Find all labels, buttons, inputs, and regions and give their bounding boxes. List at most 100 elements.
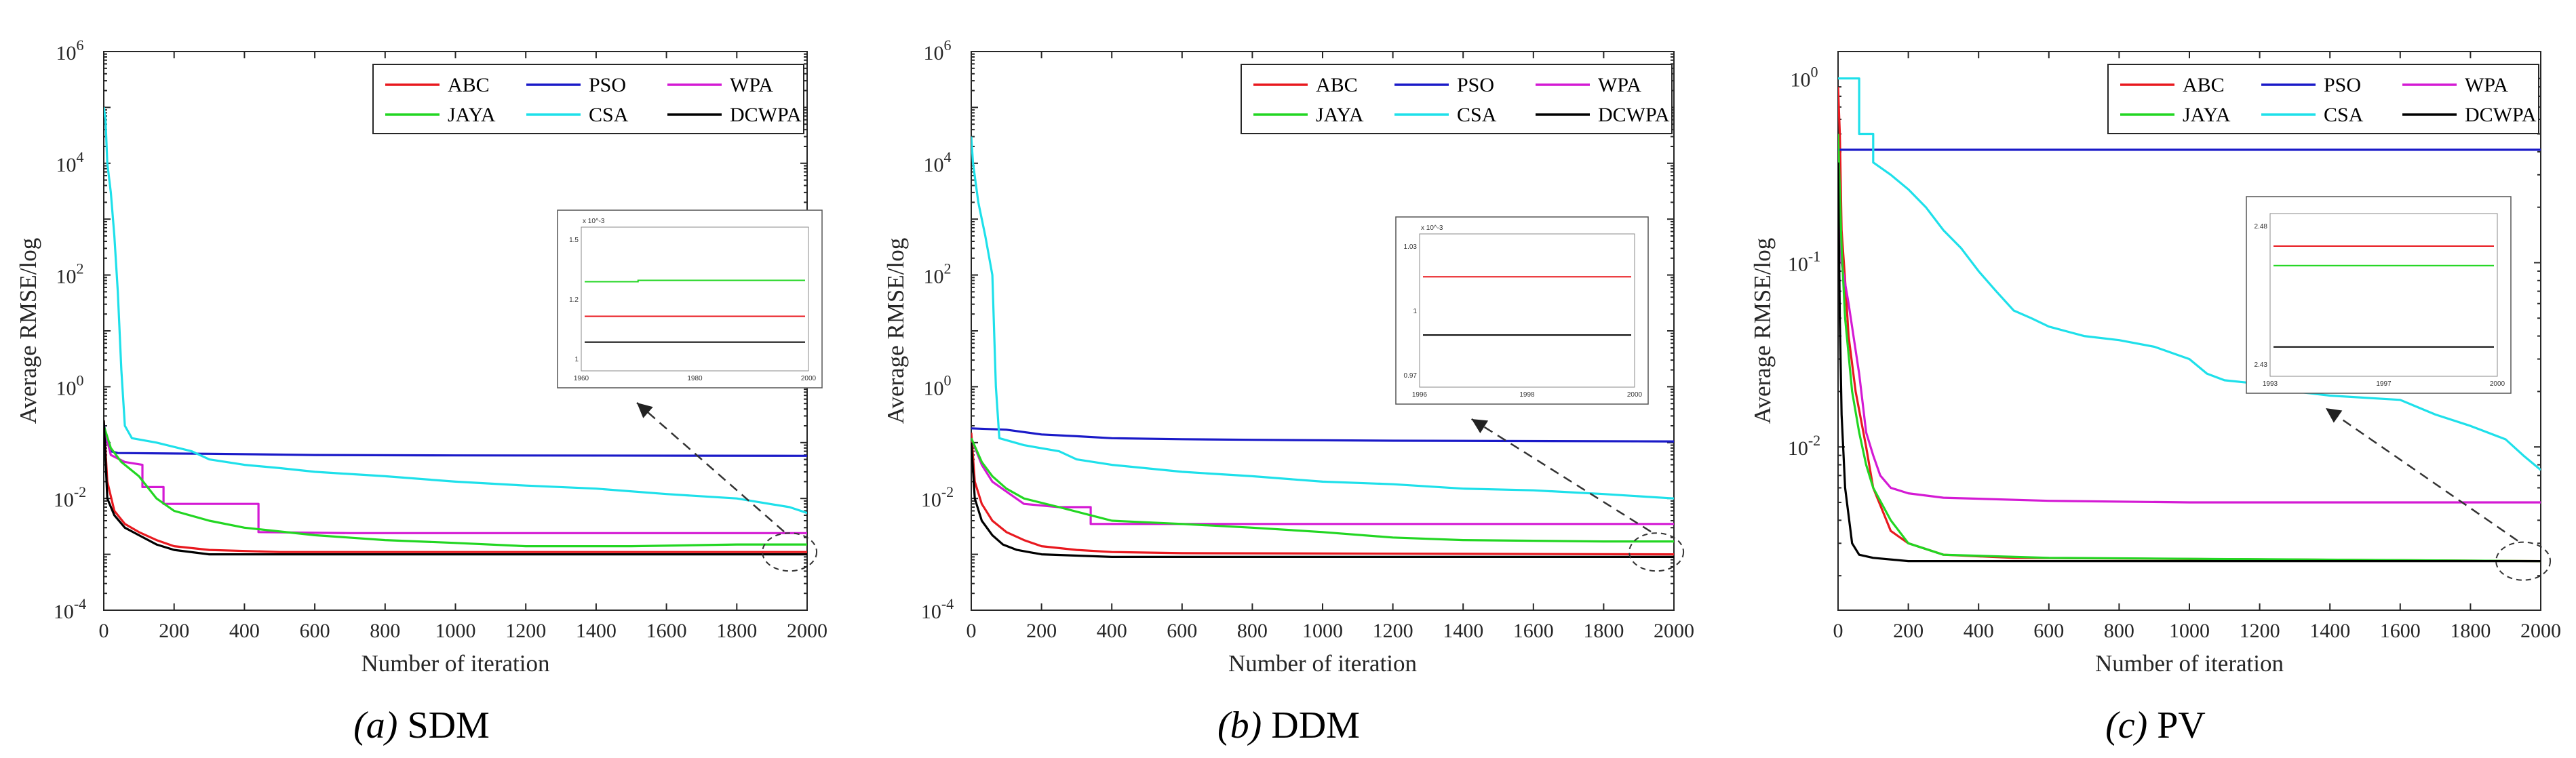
caption-prefix: (a) <box>353 704 397 746</box>
x-tick-label: 1000 <box>2169 620 2210 642</box>
x-tick-label: 200 <box>159 620 189 642</box>
inset-frame <box>2246 196 2512 394</box>
inset-exponent-label: x 10^-3 <box>1421 224 1443 232</box>
y-tick-base: 10 <box>924 154 944 176</box>
inset-axes <box>581 226 809 372</box>
y-axis-label: Average RMSE/log <box>882 238 909 424</box>
inset-exponent-label: x 10^-3 <box>583 218 605 225</box>
x-tick-label: 1200 <box>2240 620 2280 642</box>
x-tick-label: 2000 <box>2520 620 2561 642</box>
y-tick-exponent: 6 <box>77 37 84 54</box>
series-line-wpa <box>971 437 1674 525</box>
legend-label-pso: PSO <box>589 74 626 96</box>
x-tick-label: 1400 <box>1443 620 1483 642</box>
inset-y-tick-label: 0.97 <box>1404 372 1418 380</box>
y-tick-exponent: -4 <box>74 595 86 612</box>
caption-prefix: (b) <box>1217 704 1262 746</box>
x-axis-label: Number of iteration <box>362 650 550 677</box>
caption-text: SDM <box>407 704 489 746</box>
zoom-arrow-head <box>637 403 653 418</box>
inset-x-tick-label: 1960 <box>574 375 589 382</box>
x-tick-label: 1000 <box>435 620 476 642</box>
inset-x-tick-label: 2000 <box>801 375 817 382</box>
y-tick-exponent: -2 <box>74 483 86 500</box>
series-line-dcwpa <box>971 442 1674 559</box>
x-tick-label: 400 <box>229 620 260 642</box>
legend-label-jaya: JAYA <box>1316 104 1364 126</box>
legend-label-dcwpa: DCWPA <box>730 104 802 126</box>
x-axis-label: Number of iteration <box>1228 650 1417 677</box>
x-tick-label: 800 <box>2104 620 2134 642</box>
panel-caption: (c) PV <box>2105 704 2206 746</box>
legend-label-abc: ABC <box>1316 74 1358 96</box>
x-tick-label: 2000 <box>787 620 827 642</box>
y-tick-label: 106 <box>56 37 84 64</box>
y-tick-base: 10 <box>921 489 941 511</box>
y-tick-base: 10 <box>54 489 74 511</box>
y-tick-exponent: 2 <box>77 260 84 277</box>
y-tick-label: 10-1 <box>1788 247 1820 275</box>
x-tick-label: 1600 <box>646 620 687 642</box>
series-line-csa <box>1838 77 2541 471</box>
y-axis-label: Average RMSE/log <box>1749 238 1776 424</box>
y-tick-base: 10 <box>1791 69 1811 92</box>
inset-y-tick-label: 1 <box>1413 308 1417 315</box>
series-group <box>971 136 1674 559</box>
legend-box <box>2107 64 2539 134</box>
x-tick-label: 1600 <box>1513 620 1554 642</box>
zoom-inset: x 10^-3 1996 1998 2000 1.03 1 0.97 <box>1395 216 1649 405</box>
x-tick-label: 400 <box>1097 620 1127 642</box>
inset-x-tick-label: 1997 <box>2376 380 2392 388</box>
legend-box <box>372 64 804 134</box>
inset-y-tick-label: 1 <box>574 356 579 363</box>
inset-y-tick-label: 1.5 <box>569 237 579 244</box>
y-tick-exponent: 4 <box>77 148 84 165</box>
y-tick-base: 10 <box>921 601 941 623</box>
inset-axes <box>2269 213 2498 377</box>
inset-y-tick-label: 2.43 <box>2255 361 2268 369</box>
y-tick-exponent: -2 <box>941 483 954 500</box>
zoom-arrow-line <box>636 402 785 533</box>
inset-x-tick-label: 2000 <box>2490 380 2505 388</box>
x-tick-label: 800 <box>1237 620 1268 642</box>
panel-1: 0 200 400 600 800 1000 1200 1400 1600 1800 200010-… <box>15 37 827 746</box>
y-tick-base: 10 <box>924 42 944 64</box>
series-line-dcwpa <box>104 420 807 556</box>
legend: ABC PSO WPA JAYA CSA DCWPA <box>372 64 804 134</box>
x-tick-label: 1200 <box>505 620 546 642</box>
zoom-arrow-line <box>1470 418 1652 533</box>
series-line-abc <box>971 433 1674 556</box>
y-tick-exponent: -4 <box>941 595 954 612</box>
legend: ABC PSO WPA JAYA CSA DCWPA <box>1241 64 1673 134</box>
zoom-marker-ellipse <box>2495 541 2552 581</box>
y-tick-label: 100 <box>1791 64 1818 92</box>
x-tick-label: 0 <box>1833 620 1843 642</box>
panel-caption: (a) SDM <box>353 704 490 746</box>
inset-x-tick-label: 1980 <box>687 375 703 382</box>
y-tick-base: 10 <box>56 266 77 288</box>
y-tick-exponent: 0 <box>944 372 952 388</box>
zoom-marker-ellipse <box>1628 532 1685 572</box>
x-tick-label: 200 <box>1893 620 1924 642</box>
series-line-abc <box>104 420 807 553</box>
zoom-arrow-line <box>2325 407 2518 542</box>
legend-label-csa: CSA <box>589 104 629 126</box>
inset-x-tick-label: 2000 <box>1627 391 1643 399</box>
legend: ABC PSO WPA JAYA CSA DCWPA <box>2107 64 2539 134</box>
y-tick-exponent: -1 <box>1808 247 1820 264</box>
y-tick-label: 102 <box>924 260 952 288</box>
zoom-inset: x 10^-3 1960 1980 2000 1.5 1.2 1 <box>557 210 823 388</box>
y-tick-exponent: 2 <box>944 260 952 277</box>
y-tick-base: 10 <box>56 42 77 64</box>
series-group <box>104 107 807 556</box>
y-tick-label: 10-4 <box>921 595 954 623</box>
series-group <box>1838 77 2541 563</box>
caption-space <box>1262 704 1271 746</box>
legend-label-pso: PSO <box>2324 74 2361 96</box>
x-tick-label: 1800 <box>1583 620 1624 642</box>
x-tick-label: 600 <box>2033 620 2064 642</box>
y-tick-label: 106 <box>924 37 952 64</box>
legend-box <box>1241 64 1673 134</box>
y-tick-label: 10-2 <box>1788 432 1820 460</box>
